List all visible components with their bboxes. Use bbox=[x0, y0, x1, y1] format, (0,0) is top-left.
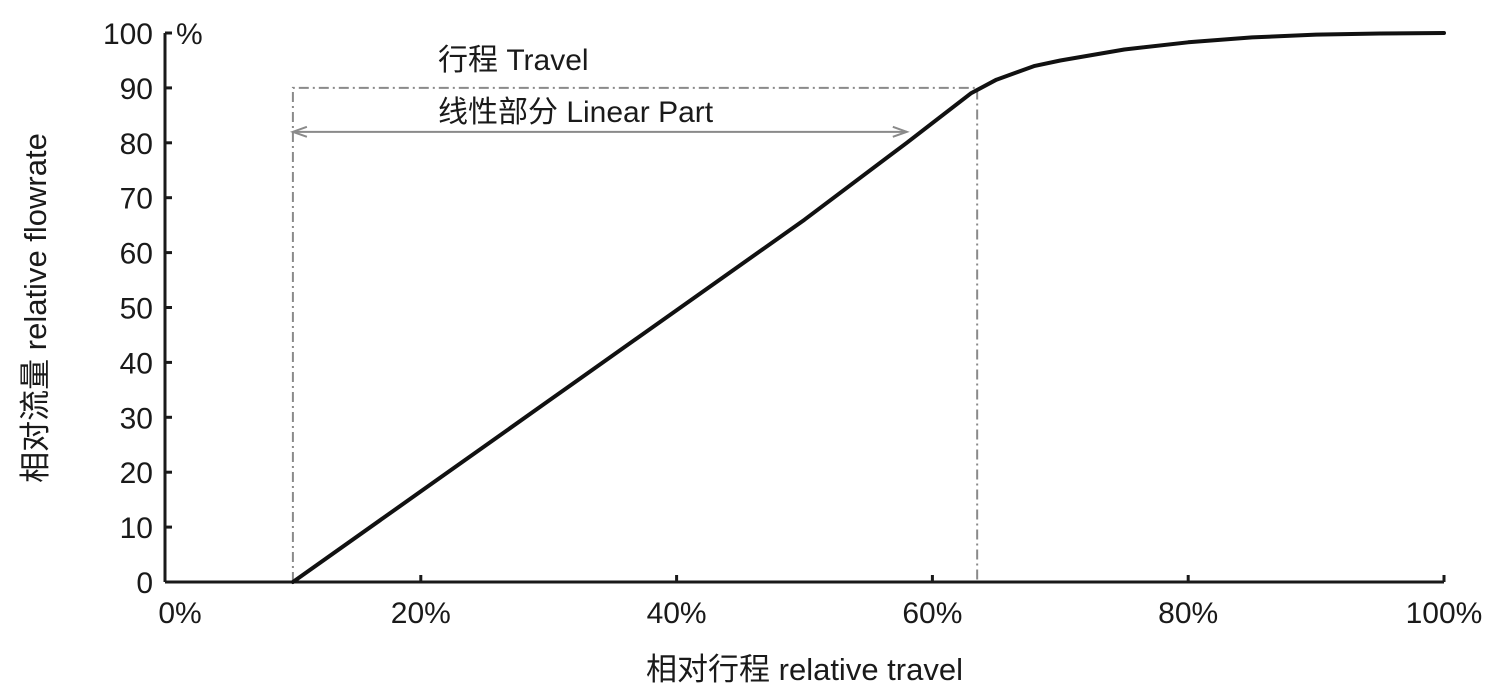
travel-bracket bbox=[291, 86, 979, 582]
y-tick-label: 40 bbox=[120, 347, 153, 380]
arrow-head-left bbox=[289, 125, 308, 138]
y-tick-label: 70 bbox=[120, 183, 153, 216]
arrow-head-right bbox=[892, 125, 910, 138]
y-tick-labels: 0 10 20 30 40 50 60 70 80 90 100 bbox=[103, 18, 172, 600]
series-layer bbox=[290, 31, 1446, 584]
travel-annotation: 行程 Travel bbox=[438, 44, 589, 77]
y-axis-title: 相对流量 relative flowrate bbox=[18, 133, 53, 483]
y-tick-label: 0 bbox=[136, 567, 153, 600]
axes bbox=[163, 33, 1444, 584]
x-tick-labels: 0% 20% 40% 60% 80% 100% bbox=[158, 575, 1482, 630]
linear-part-annotation: 线性部分 Linear Part bbox=[438, 96, 714, 129]
x-tick-label: 80% bbox=[1158, 597, 1218, 630]
x-tick-label: 40% bbox=[647, 597, 707, 630]
y-tick-label: 50 bbox=[120, 293, 153, 326]
y-tick-label: 80 bbox=[120, 128, 153, 161]
flow-curve-line bbox=[290, 31, 1446, 584]
x-tick-label: 100% bbox=[1406, 597, 1483, 630]
y-tick-label: 100 bbox=[103, 18, 153, 51]
y-unit-label: % bbox=[176, 18, 203, 51]
x-tick-label: 0% bbox=[158, 597, 201, 630]
x-axis-title: 相对行程 relative travel bbox=[646, 652, 963, 687]
y-tick-label: 60 bbox=[120, 238, 153, 271]
annotation-guides bbox=[289, 86, 979, 582]
y-tick-label: 30 bbox=[120, 402, 153, 435]
x-tick-label: 20% bbox=[391, 597, 451, 630]
y-tick-label: 10 bbox=[120, 512, 153, 545]
y-tick-label: 90 bbox=[120, 73, 153, 106]
y-tick-label: 20 bbox=[120, 457, 153, 490]
x-tick-label: 60% bbox=[902, 597, 962, 630]
